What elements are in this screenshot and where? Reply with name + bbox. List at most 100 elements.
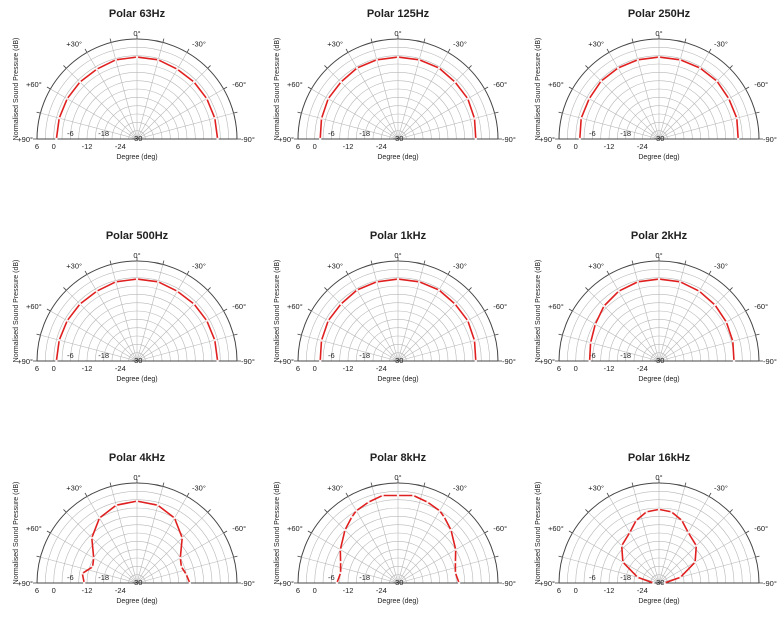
angle-tick-mark [109, 482, 112, 487]
data-point [157, 280, 160, 283]
grid-spoke [397, 310, 485, 362]
data-point [396, 277, 400, 281]
radial-tick-label: -18 [359, 573, 370, 582]
angle-tick-mark [755, 555, 760, 558]
grid-spoke [658, 290, 730, 362]
data-point [396, 494, 400, 497]
grid-spoke [397, 496, 449, 584]
angle-tick-mark [370, 38, 373, 43]
grid-spoke [136, 334, 234, 362]
data-point [320, 117, 323, 120]
data-point [426, 500, 429, 504]
grid-spoke [66, 290, 138, 362]
data-point [636, 576, 639, 579]
radial-tick-label: -12 [82, 142, 93, 151]
angle-tick-mark [36, 111, 41, 114]
grid-spoke [397, 112, 495, 140]
data-point [58, 117, 61, 120]
chart-title: Polar 250Hz [628, 8, 691, 20]
grid-spoke [588, 68, 660, 140]
data-point [173, 516, 176, 520]
chart-title: Polar 500Hz [106, 230, 169, 242]
grid-spoke [658, 486, 686, 584]
angle-tick-mark [46, 86, 51, 90]
data-point [355, 509, 358, 512]
angle-tick-mark [447, 48, 451, 53]
data-point [339, 80, 343, 84]
data-point [454, 571, 457, 575]
data-point [735, 117, 738, 120]
angle-tick-mark [307, 530, 312, 534]
angle-tick-mark [207, 65, 211, 69]
grid-spoke [136, 274, 188, 362]
grid-spoke [658, 512, 730, 584]
grid-spoke [311, 532, 399, 584]
angle-tick-label: +90° [278, 135, 294, 144]
data-point [205, 97, 208, 100]
grid-spoke [66, 68, 138, 140]
angle-tick-mark [423, 260, 426, 265]
angle-tick-mark [423, 38, 426, 43]
data-point [339, 560, 342, 564]
angle-tick-mark [223, 86, 228, 90]
polar-chart-svg: Polar 250Hz +90° +60° +30° 0° -30° -60° -90° 6 0 -… [535, 8, 777, 161]
radial-tick-label: 0 [574, 586, 578, 595]
radial-tick-label: -24 [376, 586, 387, 595]
grid-spoke [658, 310, 746, 362]
angle-tick-mark [708, 270, 712, 275]
radial-tick-label: -6 [328, 351, 335, 360]
angle-tick-label: +90° [539, 135, 555, 144]
x-axis-label: Degree (deg) [377, 376, 418, 383]
angle-tick-label: +90° [278, 357, 294, 366]
grid-spoke [397, 556, 495, 584]
angle-tick-mark [494, 333, 499, 336]
angle-tick-label: -60° [493, 80, 507, 89]
angle-tick-label: +90° [539, 357, 555, 366]
y-axis-label: Normalised Sound Pressure (dB) [13, 482, 20, 585]
grid-spoke [658, 52, 710, 140]
radial-tick-label: -12 [82, 364, 93, 373]
data-point [192, 302, 196, 306]
data-point [466, 319, 469, 322]
angle-tick-mark [223, 308, 228, 312]
data-point [693, 561, 697, 564]
angle-tick-label: +30° [588, 484, 604, 493]
radial-tick-label: 6 [296, 364, 300, 373]
data-point [657, 277, 661, 281]
angle-tick-mark [297, 111, 302, 114]
data-point [636, 58, 639, 61]
angle-tick-mark [345, 270, 349, 275]
angle-tick-label: 0° [655, 29, 662, 38]
angle-tick-mark [447, 492, 451, 497]
grid-spoke [136, 52, 188, 140]
grid-spoke [397, 290, 469, 362]
angle-tick-mark [324, 65, 328, 69]
data-point [319, 359, 322, 363]
data-point [90, 536, 94, 539]
angle-tick-mark [36, 555, 41, 558]
angle-tick-label: -60° [754, 524, 768, 533]
angle-tick-label: +60° [548, 524, 564, 533]
polar-panel: Polar 125Hz +90° +60° +30° 0° -30° -60° -90° 6 0 -… [261, 0, 521, 200]
grid-spoke [50, 310, 138, 362]
angle-tick-label: -60° [232, 524, 246, 533]
angle-tick-mark [606, 270, 610, 275]
angle-tick-label: -30° [714, 262, 728, 271]
angle-tick-mark [63, 287, 67, 291]
radial-tick-label: -24 [376, 364, 387, 373]
angle-tick-mark [631, 38, 634, 43]
data-point [339, 548, 342, 551]
angle-tick-label: +60° [548, 302, 564, 311]
angle-tick-mark [36, 333, 41, 336]
y-axis-label: Normalised Sound Pressure (dB) [13, 260, 20, 363]
grid-spoke [136, 264, 164, 362]
data-point [319, 137, 322, 141]
angle-tick-mark [484, 86, 489, 90]
radial-tick-label: -24 [115, 364, 126, 373]
radial-tick-label: -18 [98, 573, 109, 582]
data-point [339, 302, 343, 306]
angle-tick-mark [63, 65, 67, 69]
y-axis-label: Normalised Sound Pressure (dB) [535, 482, 542, 585]
angle-tick-label: +60° [548, 80, 564, 89]
angle-tick-mark [568, 308, 573, 312]
